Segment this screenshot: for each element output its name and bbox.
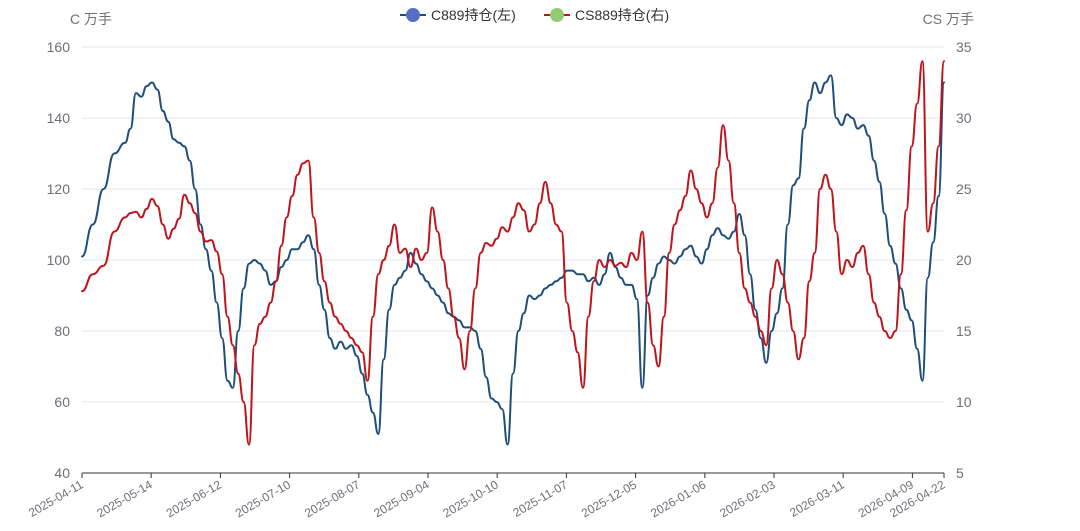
right-tick-label: 30 [956,110,972,126]
left-axis-unit-label: C 万手 [70,11,112,27]
series-layer [81,60,945,446]
legend-marker-cs889 [550,8,564,22]
x-tick-label: 2025-08-07 [302,477,362,520]
right-tick-label: 15 [956,323,972,339]
x-tick-label: 2025-05-14 [95,477,155,520]
series-line-cs889 [81,60,945,446]
left-tick-label: 140 [47,110,71,126]
left-tick-label: 120 [47,181,71,197]
legend: C889持仓(左) CS889持仓(右) [400,7,669,23]
right-axis-ticks: 5 10 15 20 25 30 35 [956,39,972,481]
left-axis-ticks: 40 60 80 100 120 140 160 [47,39,71,481]
right-tick-label: 35 [956,39,972,55]
gridlines [82,46,944,403]
right-axis-unit-label: CS 万手 [923,11,974,27]
series-line-c889 [81,74,945,446]
left-tick-label: 60 [54,394,70,410]
x-tick-label: 2025-07-10 [233,477,293,520]
right-tick-label: 5 [956,465,964,481]
legend-label-c889: C889持仓(左) [431,7,516,23]
legend-item-c889[interactable]: C889持仓(左) [400,7,516,23]
x-tick-label: 2025-10-10 [441,477,501,520]
x-tick-label: 2025-12-05 [579,477,639,520]
right-tick-label: 20 [956,252,972,268]
legend-item-cs889[interactable]: CS889持仓(右) [544,7,669,23]
legend-marker-c889 [406,8,420,22]
x-tick-label: 2026-03-11 [787,477,847,520]
x-axis-ticks: 2025-04-11 2025-05-14 2025-06-12 2025-07-10… [26,473,948,520]
x-tick-label: 2026-02-03 [717,477,777,520]
right-tick-label: 10 [956,394,972,410]
left-tick-label: 160 [47,39,71,55]
left-tick-label: 80 [54,323,70,339]
left-tick-label: 100 [47,252,71,268]
x-tick-label: 2025-04-11 [26,477,86,520]
x-tick-label: 2026-01-06 [648,477,708,520]
left-tick-label: 40 [54,465,70,481]
right-tick-label: 25 [956,181,972,197]
x-tick-label: 2025-06-12 [164,477,224,520]
x-tick-label: 2025-09-04 [371,477,431,520]
x-tick-label: 2025-11-07 [511,477,571,520]
legend-label-cs889: CS889持仓(右) [575,7,669,23]
